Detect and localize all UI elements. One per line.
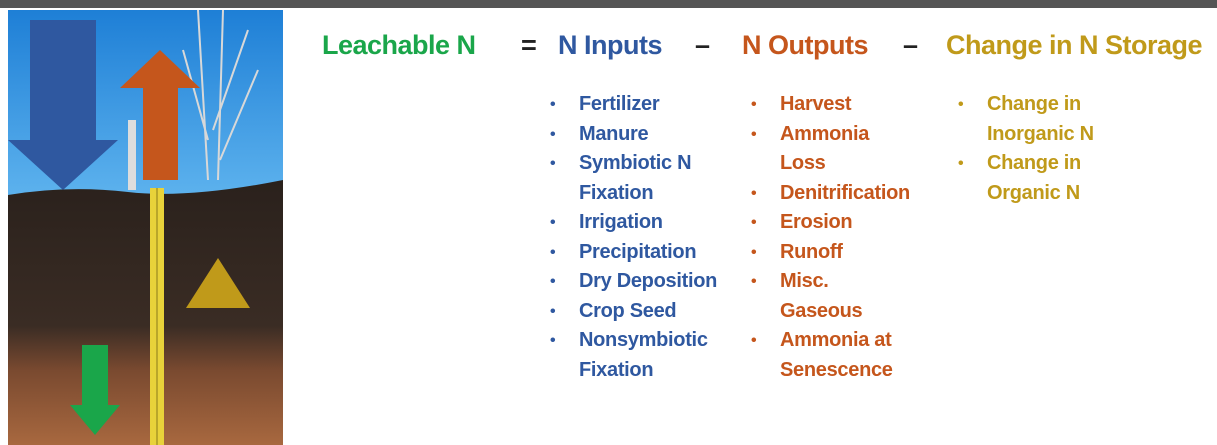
- list-item: Manure: [550, 120, 717, 150]
- list-item: Harvest: [751, 90, 910, 120]
- list-item: Nonsymbiotic Fixation: [550, 326, 717, 385]
- soil-photo: [8, 10, 283, 445]
- inputs-list: FertilizerManureSymbiotic N FixationIrri…: [550, 90, 717, 385]
- list-item: Ammonia at Senescence: [751, 326, 910, 385]
- list-item: Erosion: [751, 208, 910, 238]
- n-storage: Change in N Storage: [946, 30, 1203, 60]
- top-bar: [0, 0, 1217, 8]
- list-item: Misc. Gaseous: [751, 267, 910, 326]
- list-item: Denitrification: [751, 179, 910, 209]
- outputs-list: HarvestAmmonia LossDenitrificationErosio…: [751, 90, 910, 385]
- list-item: Symbiotic N Fixation: [550, 149, 717, 208]
- list-item: Crop Seed: [550, 297, 717, 327]
- list-item: Change in Inorganic N: [958, 90, 1094, 149]
- minus-sign: –: [695, 30, 710, 60]
- list-item: Runoff: [751, 238, 910, 268]
- storage-list: Change in Inorganic NChange in Organic N: [958, 90, 1094, 208]
- list-item: Change in Organic N: [958, 149, 1094, 208]
- list-item: Precipitation: [550, 238, 717, 268]
- n-outputs: N Outputs: [742, 30, 868, 60]
- equals-sign: =: [521, 30, 537, 60]
- n-inputs: N Inputs: [558, 30, 663, 60]
- list-item: Fertilizer: [550, 90, 717, 120]
- list-item: Irrigation: [550, 208, 717, 238]
- minus-sign: –: [903, 30, 918, 60]
- list-item: Ammonia Loss: [751, 120, 910, 179]
- leachable-n: Leachable N: [322, 30, 476, 60]
- list-item: Dry Deposition: [550, 267, 717, 297]
